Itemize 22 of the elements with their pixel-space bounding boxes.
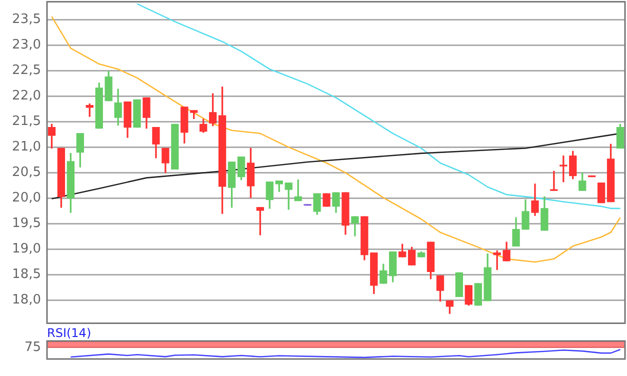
y-tick-label: 18,5 (12, 267, 41, 282)
y-tick-label: 20,0 (12, 190, 41, 206)
y-tick-label: 22,5 (12, 63, 41, 78)
candlestick (474, 283, 482, 306)
y-tick-label: 18,0 (12, 292, 41, 308)
candlestick (322, 193, 330, 207)
y-tick-label: 21,0 (12, 140, 41, 155)
candlestick (597, 182, 606, 204)
y-tick-label: 20,5 (12, 165, 41, 180)
y-tick-label: 22,0 (12, 88, 41, 104)
candlestick (560, 156, 568, 182)
y-tick-label: 19,0 (12, 242, 41, 257)
y-tick-label: 19,5 (12, 216, 41, 232)
candlestick (550, 170, 558, 191)
candlestick (133, 99, 141, 128)
y-tick-label: 21,5 (12, 114, 41, 130)
text: 75 (24, 340, 41, 355)
candlestick (455, 272, 464, 297)
y-tick-label: 23,0 (12, 38, 41, 53)
candlestick (171, 124, 179, 170)
chart-title: RSI(14) (47, 326, 92, 340)
y-tick-label: 23,5 (12, 12, 41, 28)
